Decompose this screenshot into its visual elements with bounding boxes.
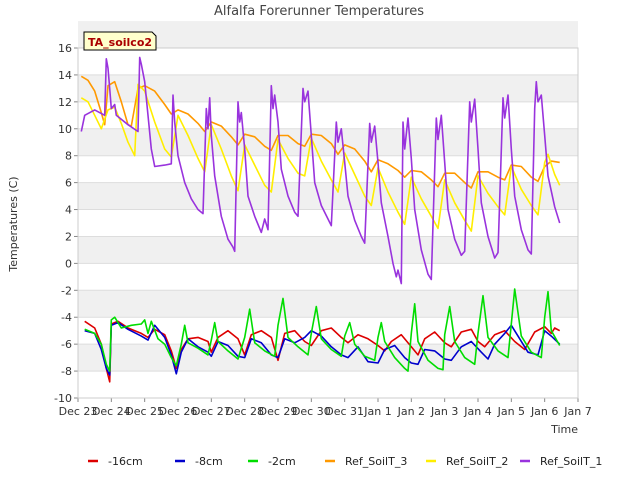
x-tick-label: Dec 28 [225,405,264,418]
y-tick-label: 6 [65,177,72,190]
x-tick-label: Dec 24 [92,405,131,418]
x-tick-label: Jan 3 [430,405,458,418]
x-axis-label: Time [550,423,578,436]
x-tick-label: Jan 2 [397,405,425,418]
x-tick-label: Dec 27 [192,405,231,418]
y-tick-label: -10 [54,392,72,405]
y-tick-label: -2 [61,284,72,297]
x-tick-label: Jan 6 [530,405,558,418]
series-line--2cm [84,288,561,372]
y-axis-label: Temperatures (C) [7,176,20,272]
x-tick-label: Jan 1 [363,405,391,418]
background-band [78,21,578,48]
y-tick-label: 14 [58,69,72,82]
y-tick-label: 0 [65,257,72,270]
y-tick-label: 8 [65,150,72,163]
y-tick-label: 16 [58,42,72,55]
plot-frame [77,47,579,399]
x-tick-label: Dec 31 [325,405,364,418]
x-tick-label: Dec 23 [59,405,98,418]
background-band [78,344,578,372]
background-bands [78,21,578,372]
x-tick-label: Dec 30 [292,405,331,418]
annotation-label: TA_soilco2 [88,36,152,49]
grid [78,47,578,399]
legend-label: -8cm [195,455,223,468]
background-band [78,236,578,264]
y-tick-label: -4 [61,311,72,324]
y-tick-label: 2 [65,230,72,243]
annotation-box: TA_soilco2 [83,31,157,51]
y-axis: -10 -8 -6 -4 -2 0 2 4 6 8 10 12 14 16 [54,42,78,405]
legend-label: Ref_SoilT_2 [446,455,508,468]
y-tick-label: 10 [58,123,72,136]
background-band [78,290,578,318]
x-tick-label: Dec 26 [159,405,198,418]
legend-label: -16cm [108,455,143,468]
legend-label: -2cm [268,455,296,468]
chart-title: Alfalfa Forerunner Temperatures [214,4,424,19]
x-tick-label: Dec 25 [125,405,164,418]
legend-label: Ref_SoilT_1 [540,455,602,468]
x-tick-label: Dec 29 [259,405,298,418]
legend-label: Ref_SoilT_3 [345,455,407,468]
x-tick-label: Jan 7 [563,405,591,418]
data-lines [80,56,561,383]
y-tick-label: 12 [58,96,72,109]
background-band [78,128,578,156]
y-tick-label: 4 [65,204,72,217]
legend: -16cm -8cm -2cm Ref_SoilT_3 Ref_SoilT_2 Ref_S… [88,455,602,468]
background-band [78,182,578,210]
series-line--16cm [84,320,561,383]
y-tick-label: -8 [61,365,72,378]
series-line-ref-soilt-1 [80,56,561,285]
y-tick-label: -6 [61,338,72,351]
background-band [78,74,578,102]
x-tick-label: Jan 5 [497,405,525,418]
x-tick-label: Jan 4 [463,405,491,418]
